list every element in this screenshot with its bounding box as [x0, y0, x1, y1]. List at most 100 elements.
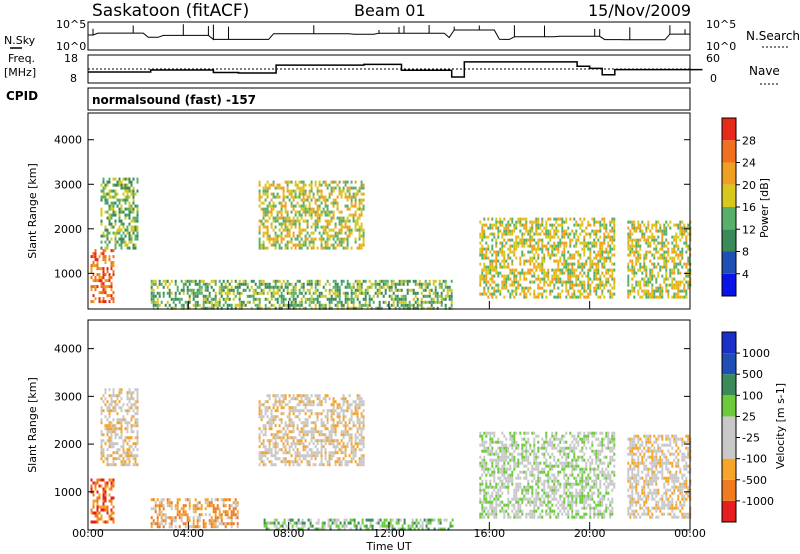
echo-cell — [128, 439, 131, 443]
echo-cell — [294, 300, 297, 304]
echo-cell — [346, 406, 349, 410]
echo-cell — [270, 463, 273, 467]
echo-cell — [438, 282, 441, 286]
echo-cell — [346, 409, 349, 413]
echo-cell — [609, 244, 612, 248]
echo-cell — [296, 234, 299, 238]
echo-cell — [669, 271, 672, 275]
echo-cell — [280, 234, 283, 238]
echo-cell — [204, 300, 207, 304]
echo-cell — [340, 439, 343, 443]
echo-cell — [603, 226, 606, 230]
echo-cell — [278, 288, 281, 292]
echo-cell — [312, 436, 315, 440]
echo-cell — [539, 232, 542, 236]
echo-cell — [100, 210, 103, 214]
echo-cell — [394, 306, 397, 310]
echo-cell — [430, 300, 433, 304]
echo-cell — [362, 291, 365, 295]
echo-cell — [603, 223, 606, 227]
y-tick-label: 2000 — [54, 223, 82, 236]
echo-cell — [661, 256, 664, 260]
echo-cell — [134, 234, 137, 238]
echo-cell — [306, 288, 309, 292]
echo-cell — [136, 400, 139, 404]
echo-cell — [507, 289, 510, 293]
echo-cell — [392, 300, 395, 304]
echo-cell — [529, 238, 532, 242]
echo-cell — [126, 228, 129, 232]
echo-cell — [126, 436, 129, 440]
echo-cell — [649, 295, 652, 299]
echo-cell — [377, 521, 380, 525]
echo-cell — [491, 464, 494, 468]
echo-cell — [549, 292, 552, 296]
echo-cell — [657, 274, 660, 278]
echo-cell — [495, 289, 498, 293]
echo-cell — [292, 306, 295, 310]
echo-cell — [360, 433, 363, 437]
echo-cell — [687, 247, 690, 251]
echo-cell — [274, 195, 277, 199]
echo-cell — [274, 424, 277, 428]
echo-cell — [425, 524, 428, 528]
echo-cell — [673, 283, 676, 287]
echo-cell — [521, 253, 524, 257]
echo-cell — [336, 300, 339, 304]
echo-cell — [505, 277, 508, 281]
echo-cell — [661, 238, 664, 242]
echo-cell — [162, 504, 165, 508]
echo-cell — [324, 231, 327, 235]
echo-cell — [334, 445, 337, 449]
echo-cell — [655, 229, 658, 233]
echo-cell — [346, 403, 349, 407]
echo-cell — [335, 524, 338, 528]
echo-cell — [316, 454, 319, 458]
echo-cell — [425, 521, 428, 525]
echo-cell — [196, 294, 199, 298]
echo-cell — [551, 274, 554, 278]
echo-cell — [294, 306, 297, 310]
echo-cell — [172, 300, 175, 304]
echo-cell — [593, 220, 596, 224]
echo-cell — [94, 499, 97, 503]
echo-cell — [605, 280, 608, 284]
echo-cell — [270, 460, 273, 464]
echo-cell — [448, 294, 451, 298]
echo-cell — [304, 448, 307, 452]
echo-cell — [230, 288, 233, 292]
echo-cell — [481, 473, 484, 477]
echo-cell — [306, 237, 309, 241]
echo-cell — [589, 235, 592, 239]
echo-cell — [487, 280, 490, 284]
echo-cell — [485, 473, 488, 477]
echo-cell — [418, 282, 421, 286]
echo-cell — [487, 500, 490, 504]
echo-cell — [170, 291, 173, 295]
echo-cell — [613, 262, 616, 266]
echo-cell — [332, 421, 335, 425]
echo-cell — [326, 210, 329, 214]
echo-cell — [559, 256, 562, 260]
echo-cell — [483, 491, 486, 495]
echo-cell — [330, 297, 333, 301]
echo-cell — [531, 223, 534, 227]
echo-cell — [677, 289, 680, 293]
echo-cell — [136, 397, 139, 401]
echo-cell — [188, 498, 191, 502]
echo-cell — [645, 274, 648, 278]
echo-cell — [262, 451, 265, 455]
echo-cell — [126, 430, 129, 434]
echo-cell — [242, 303, 245, 307]
echo-cell — [519, 259, 522, 263]
echo-cell — [593, 238, 596, 242]
echo-cell — [258, 427, 261, 431]
echo-cell — [274, 297, 277, 301]
echo-cell — [324, 415, 327, 419]
echo-cell — [186, 285, 189, 289]
echo-cell — [669, 226, 672, 230]
echo-cell — [521, 250, 524, 254]
echo-cell — [495, 256, 498, 260]
echo-cell — [102, 451, 105, 455]
echo-cell — [583, 262, 586, 266]
